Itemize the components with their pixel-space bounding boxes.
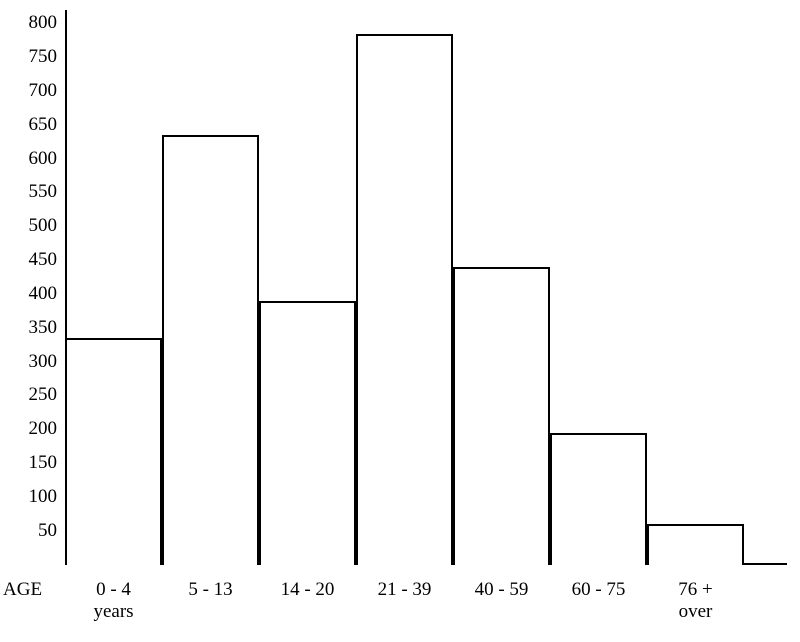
- x-tick-label: 14 - 20: [259, 579, 356, 601]
- bar: [453, 267, 550, 565]
- y-tick-label: 450: [7, 249, 57, 271]
- x-tick-label: 5 - 13: [162, 579, 259, 601]
- y-tick-label: 650: [7, 114, 57, 136]
- y-tick-label: 300: [7, 351, 57, 373]
- y-tick-label: 50: [7, 520, 57, 542]
- y-tick-label: 750: [7, 46, 57, 68]
- x-tick-label: 0 - 4years: [65, 579, 162, 623]
- y-tick-label: 150: [7, 452, 57, 474]
- bar: [162, 135, 259, 565]
- bar: [550, 433, 647, 565]
- y-tick-label: 400: [7, 283, 57, 305]
- x-tick-label-line1: 0 - 4: [65, 579, 162, 601]
- y-tick-label: 100: [7, 486, 57, 508]
- x-tick-label-line1: 76 +: [647, 579, 744, 601]
- x-tick-label-line1: 21 - 39: [356, 579, 453, 601]
- x-tick-label-line1: 14 - 20: [259, 579, 356, 601]
- y-tick-label: 500: [7, 215, 57, 237]
- x-tick-label: 40 - 59: [453, 579, 550, 601]
- chart-container: 50 100 150 200 250 300 350 400 450 500 550 600 650 70…: [0, 0, 800, 642]
- y-tick-label: 600: [7, 148, 57, 170]
- x-tick-label: 76 +over: [647, 579, 744, 623]
- bar: [65, 338, 162, 565]
- x-tick-label-line1: 40 - 59: [453, 579, 550, 601]
- x-tick-label: 60 - 75: [550, 579, 647, 601]
- bar: [259, 301, 356, 565]
- y-tick-label: 550: [7, 181, 57, 203]
- x-tick-label-line1: 60 - 75: [550, 579, 647, 601]
- bar: [647, 524, 744, 565]
- y-tick-label: 200: [7, 418, 57, 440]
- x-tick-label-line2: years: [65, 601, 162, 623]
- x-tick-label: 21 - 39: [356, 579, 453, 601]
- y-tick-label: 350: [7, 317, 57, 339]
- y-tick-label: 700: [7, 80, 57, 102]
- x-axis-title: AGE: [3, 579, 42, 601]
- x-tick-label-line2: over: [647, 601, 744, 623]
- y-tick-label: 800: [7, 12, 57, 34]
- x-tick-label-line1: 5 - 13: [162, 579, 259, 601]
- y-tick-label: 250: [7, 384, 57, 406]
- bar: [356, 34, 453, 565]
